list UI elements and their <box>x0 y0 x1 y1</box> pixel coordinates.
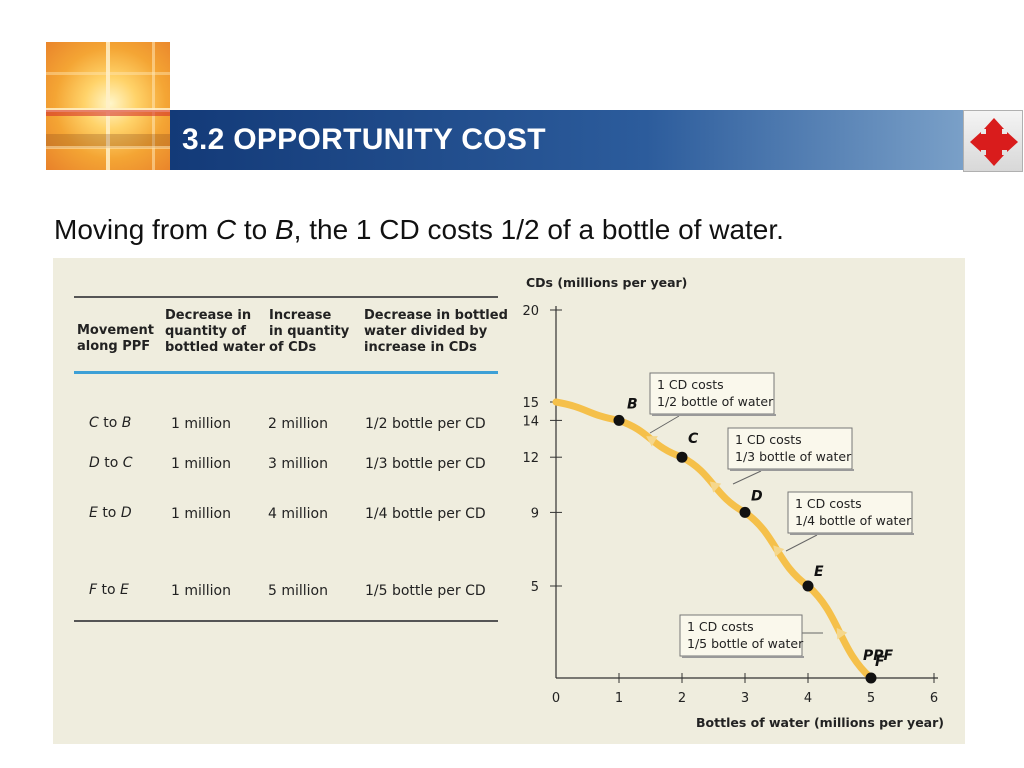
ppf-point-E <box>802 580 814 592</box>
ppf-point-F <box>865 672 877 684</box>
ppf-point-D <box>739 506 751 518</box>
callout-line2: 1/2 bottle of water <box>657 394 774 409</box>
row-ratio: 1/4 bottle per CD <box>365 506 486 522</box>
table-bottom-rule <box>74 620 498 622</box>
row-movement: F to E <box>89 582 129 598</box>
slide-title: 3.2 OPPORTUNITY COST <box>182 123 546 156</box>
y-tick-label: 5 <box>531 580 539 595</box>
x-tick-label: 2 <box>678 691 686 706</box>
point-label-E: E <box>814 564 824 580</box>
x-tick-label: 0 <box>552 691 560 706</box>
row-movement: C to B <box>89 415 132 431</box>
callout-line1: 1 CD costs <box>735 432 802 447</box>
ppf-chart: CDs (millions per year) Bottles of water … <box>522 275 944 730</box>
y-tick-label: 9 <box>531 506 539 521</box>
row-cds: 5 million <box>268 583 328 599</box>
row-cds: 3 million <box>268 456 328 472</box>
row-movement: D to C <box>89 455 133 471</box>
row-water: 1 million <box>171 456 231 472</box>
row-ratio: 1/5 bottle per CD <box>365 583 486 599</box>
y-tick-label: 20 <box>522 304 539 319</box>
callout-shadow <box>730 469 854 471</box>
y-tick-label: 15 <box>522 396 539 411</box>
row-cds: 4 million <box>268 506 328 522</box>
row-ratio: 1/2 bottle per CD <box>365 416 486 432</box>
table-header-water: Decrease in quantity of bottled water <box>165 308 265 355</box>
callout-box <box>787 491 913 534</box>
row-water: 1 million <box>171 416 231 432</box>
x-axis-title: Bottles of water (millions per year) <box>696 715 944 730</box>
point-label-F: F <box>875 654 885 670</box>
callout-line1: 1 CD costs <box>687 619 754 634</box>
callout-line1: 1 CD costs <box>657 377 724 392</box>
figure-panel: Movement along PPF Decrease in quantity of… <box>53 258 965 744</box>
x-tick-label: 6 <box>930 691 938 706</box>
slide-subtitle: Moving from C to B, the 1 CD costs 1/2 o… <box>54 214 784 245</box>
ppf-direction-arrow <box>836 627 848 640</box>
row-water: 1 million <box>171 506 231 522</box>
table-header-rule <box>74 371 498 374</box>
row-cds: 2 million <box>268 416 328 432</box>
callout-line1: 1 CD costs <box>795 496 862 511</box>
callout-shadow <box>790 533 914 535</box>
table-header-ratio: Decrease in bottled water divided by incre… <box>364 308 508 355</box>
callout-leader <box>732 470 762 485</box>
navigation-button[interactable] <box>963 110 1023 172</box>
x-tick-label: 4 <box>804 691 812 706</box>
x-tick-label: 3 <box>741 691 749 706</box>
point-label-D: D <box>751 488 763 504</box>
ppf-curve-label: PPF <box>863 648 894 664</box>
callout-leader <box>649 415 680 434</box>
callout-shadow <box>682 656 804 658</box>
callout-line2: 1/3 bottle of water <box>735 449 852 464</box>
row-ratio: 1/3 bottle per CD <box>365 456 486 472</box>
callout-line2: 1/5 bottle of water <box>687 636 804 651</box>
callout-box <box>727 427 853 470</box>
x-tick-label: 1 <box>615 691 623 706</box>
y-tick-label: 14 <box>522 414 539 429</box>
table-header-movement: Movement along PPF <box>77 323 154 354</box>
callout-box <box>679 614 803 657</box>
row-movement: E to D <box>89 505 132 521</box>
callout-shadow <box>652 414 776 416</box>
x-tick-label: 5 <box>867 691 875 706</box>
ppf-point-C <box>676 451 688 463</box>
callout-line2: 1/4 bottle of water <box>795 513 912 528</box>
four-way-arrow-icon <box>970 118 1018 166</box>
y-tick-label: 12 <box>522 451 539 466</box>
ppf-point-B <box>613 414 625 426</box>
table-header-cds: Increase in quantity of CDs <box>269 308 350 355</box>
ppf-direction-arrow <box>709 481 722 493</box>
point-label-C: C <box>688 431 699 447</box>
callout-leader <box>785 534 818 552</box>
title-bar: 3.2 OPPORTUNITY COST <box>170 110 964 170</box>
row-water: 1 million <box>171 583 231 599</box>
y-axis-title: CDs (millions per year) <box>526 275 687 290</box>
point-label-B: B <box>627 396 638 412</box>
table-top-rule <box>74 296 498 298</box>
ppf-direction-arrow <box>773 545 785 557</box>
ppf-direction-arrow <box>646 436 658 447</box>
logo-image <box>46 42 170 170</box>
